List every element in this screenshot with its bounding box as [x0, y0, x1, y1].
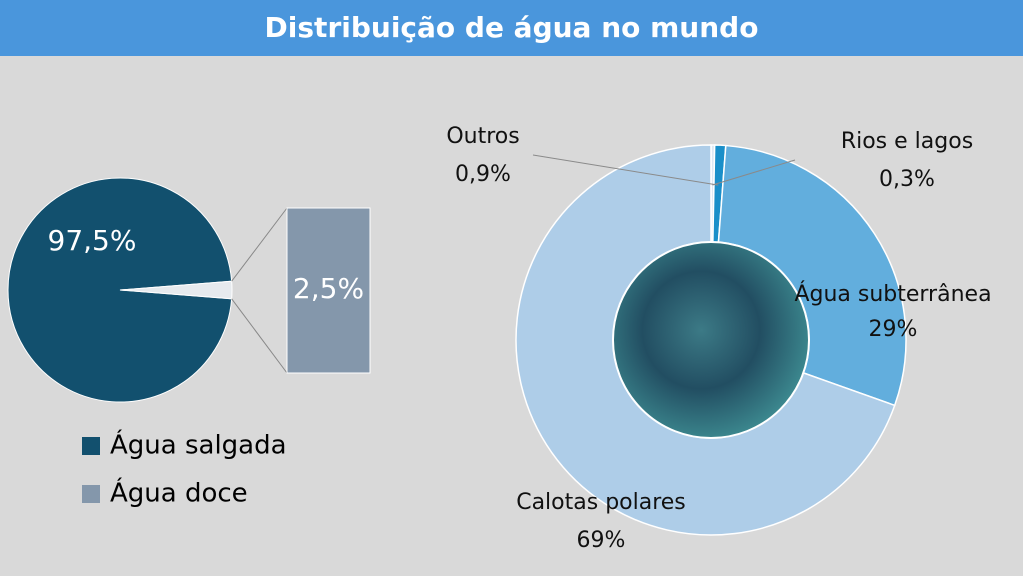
leader-line	[712, 159, 796, 186]
center-image	[612, 241, 810, 439]
bar	[286, 207, 371, 374]
data-label-name: Outros	[446, 124, 519, 149]
data-label: 0,9%	[455, 162, 511, 187]
slide-title: Distribuição de água no mundo	[264, 11, 759, 44]
legend-swatch	[82, 437, 100, 455]
legend-label: Água salgada	[110, 429, 287, 461]
data-label: 29%	[869, 317, 918, 342]
data-label: 2,5%	[293, 272, 364, 305]
title-bar: Distribuição de água no mundo	[0, 0, 1023, 56]
connector	[231, 298, 288, 374]
data-label-name: Água subterrânea	[794, 281, 991, 307]
legend-label: Água doce	[110, 477, 248, 509]
pie-slice	[119, 280, 233, 300]
data-label-name: Calotas polares	[516, 490, 686, 515]
data-label: 97,5%	[48, 224, 137, 257]
leader-line	[532, 154, 719, 186]
data-label: 0,3%	[879, 167, 935, 192]
pie-slice	[7, 177, 233, 403]
connector	[231, 207, 288, 282]
data-label-name: Rios e lagos	[841, 129, 973, 154]
data-label: 69%	[577, 528, 626, 553]
legend-swatch	[82, 485, 100, 503]
